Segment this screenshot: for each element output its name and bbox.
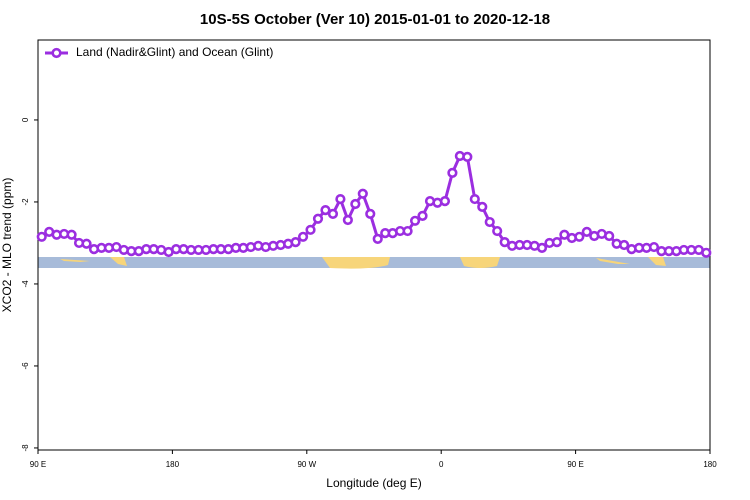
data-point: [551, 237, 563, 248]
data-point: [320, 205, 331, 216]
y-tick-label: -6: [21, 362, 30, 370]
data-point: [477, 201, 488, 212]
legend-label: Land (Nadir&Glint) and Ocean (Glint): [76, 45, 273, 59]
data-point: [350, 198, 361, 210]
x-tick-label: 90 E: [30, 460, 46, 469]
map-strip: [38, 257, 710, 269]
y-tick-label: -4: [21, 280, 30, 288]
data-point: [335, 193, 346, 205]
data-point: [297, 231, 309, 242]
x-tick-label: 90 E: [567, 460, 583, 469]
data-point: [327, 208, 339, 219]
x-tick-label: 180: [703, 460, 717, 469]
data-point: [342, 214, 353, 226]
data-point: [409, 215, 421, 226]
data-point: [417, 210, 428, 221]
data-point: [365, 208, 376, 219]
data-point: [648, 241, 660, 253]
data-point: [484, 216, 495, 228]
data-point: [604, 230, 615, 242]
data-point: [66, 229, 77, 240]
data-point: [290, 237, 301, 248]
x-tick-label: 90 W: [297, 460, 316, 469]
data-point: [574, 231, 585, 242]
data-point: [536, 242, 548, 253]
data-point: [447, 167, 458, 178]
data-point: [499, 237, 510, 248]
x-tick-label: 180: [166, 460, 180, 469]
data-point: [36, 231, 47, 242]
data-point: [81, 238, 92, 249]
data-point: [312, 213, 324, 224]
data-point: [305, 224, 316, 235]
data-point: [469, 193, 480, 205]
x-tick-label: 0: [439, 460, 444, 469]
y-axis-label: XCO2 - MLO trend (ppm): [0, 178, 14, 313]
data-point: [581, 226, 592, 237]
data-point: [701, 247, 712, 258]
chart-title: 10S-5S October (Ver 10) 2015-01-01 to 20…: [200, 11, 550, 28]
legend-marker: [51, 47, 62, 59]
x-axis-label: Longitude (deg E): [326, 476, 421, 490]
plot-frame: [37, 39, 711, 451]
data-point: [462, 151, 473, 162]
data-point: [619, 239, 630, 251]
y-tick-label: -8: [21, 444, 30, 452]
y-tick-label: -2: [21, 198, 30, 206]
data-point: [439, 196, 451, 207]
data-point: [357, 188, 368, 199]
data-point: [492, 225, 503, 237]
data-point: [372, 233, 383, 244]
y-tick-label: 0: [21, 117, 30, 122]
data-point: [402, 225, 413, 237]
